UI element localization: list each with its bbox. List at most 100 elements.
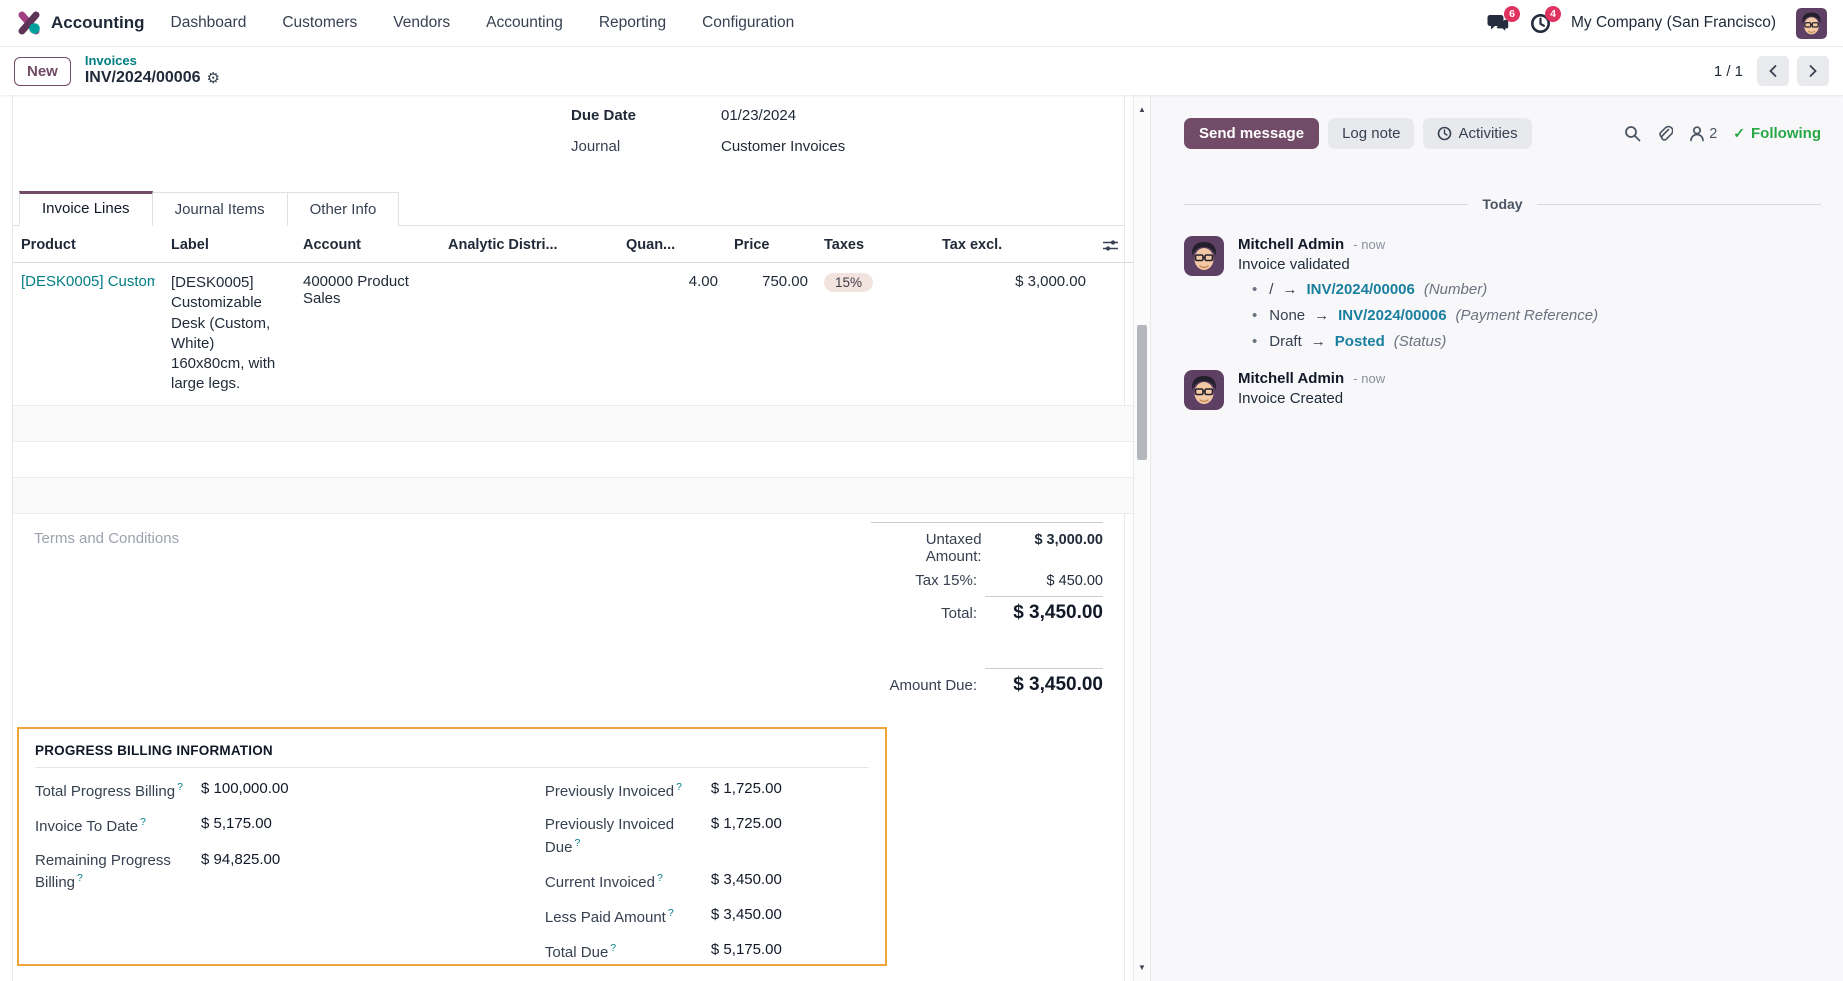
date-divider: Today (1184, 196, 1821, 212)
scrollbar-thumb[interactable] (1137, 325, 1147, 460)
tax-value: $ 450.00 (1046, 573, 1103, 589)
author-avatar[interactable] (1184, 370, 1224, 410)
help-icon[interactable]: ? (667, 907, 674, 919)
product-link[interactable]: [DESK0005] Customiza (21, 273, 155, 290)
arrow-right-icon: → (1314, 307, 1330, 324)
less-paid-amount-label: Less Paid Amount? (544, 907, 674, 926)
pager-counter: 1 / 1 (1713, 62, 1743, 80)
vertical-scrollbar[interactable]: ▲ ▼ (1133, 95, 1151, 981)
field-name: (Number) (1423, 281, 1488, 298)
help-icon[interactable]: ? (676, 781, 682, 793)
help-icon[interactable]: ? (140, 816, 146, 829)
app-switcher[interactable]: Accounting (16, 10, 145, 36)
chatter-toolbar: Send message Log note Activities (1184, 118, 1821, 149)
cell-spacer (1094, 262, 1134, 406)
help-icon[interactable]: ? (177, 781, 183, 793)
menu-customers[interactable]: Customers (282, 14, 358, 31)
col-header-subtotal[interactable]: Tax excl. (934, 228, 1094, 263)
person-icon (1689, 125, 1705, 142)
amount-due-value: $ 3,450.00 (985, 668, 1103, 696)
col-header-taxes[interactable]: Taxes (816, 228, 934, 263)
menu-configuration[interactable]: Configuration (702, 14, 795, 31)
due-date-value[interactable]: 01/23/2024 (721, 107, 797, 124)
optional-columns-button[interactable] (1094, 228, 1134, 263)
tracking-changes: / → INV/2024/00006 (Number) None → INV/2… (1238, 281, 1821, 350)
less-paid-amount-row: Less Paid Amount? $ 3,450.00 (545, 906, 869, 928)
user-avatar[interactable] (1796, 7, 1827, 39)
new-value-link: INV/2024/00006 (1338, 307, 1447, 324)
cell-label[interactable]: [DESK0005] Customizable Desk (Custom, Wh… (163, 262, 295, 406)
menu-accounting[interactable]: Accounting (486, 14, 563, 31)
help-icon[interactable]: ? (610, 942, 617, 955)
help-icon[interactable]: ? (656, 871, 663, 884)
tab-other-info[interactable]: Other Info (287, 192, 400, 226)
scroll-up-icon[interactable]: ▲ (1138, 105, 1146, 114)
help-icon[interactable]: ? (574, 836, 581, 849)
col-header-analytic[interactable]: Analytic Distri... (440, 228, 618, 263)
search-messages-button[interactable] (1624, 125, 1641, 142)
old-value: Draft (1269, 333, 1302, 350)
help-icon[interactable]: ? (77, 871, 83, 884)
tax-label: Tax 15%: (915, 572, 977, 589)
activities-menu-button[interactable]: 4 (1530, 5, 1561, 34)
col-header-quantity[interactable]: Quan... (618, 228, 726, 263)
remaining-progress-billing-row: Remaining Progress Billing? $ 94,825.00 (35, 851, 461, 894)
previously-invoiced-due-label: Previously Invoiced Due? (544, 816, 675, 856)
progress-billing-title: PROGRESS BILLING INFORMATION (35, 743, 869, 768)
cell-price[interactable]: 750.00 (726, 262, 816, 406)
message-time: - now (1353, 371, 1386, 386)
new-value-link: INV/2024/00006 (1306, 281, 1415, 298)
total-progress-billing-label: Total Progress Billing? (35, 781, 183, 800)
col-header-price[interactable]: Price (726, 228, 816, 263)
previously-invoiced-due-row: Previously Invoiced Due? $ 1,725.00 (545, 815, 869, 858)
control-panel: New Invoices INV/2024/00006 ⚙ 1 / 1 (0, 47, 1843, 95)
cell-taxes[interactable]: 15% (816, 262, 934, 406)
invoice-to-date-row: Invoice To Date? $ 5,175.00 (35, 815, 461, 837)
previously-invoiced-value: $ 1,725.00 (710, 780, 782, 797)
menu-dashboard[interactable]: Dashboard (170, 14, 247, 31)
followers-button[interactable]: 2 (1689, 125, 1717, 142)
log-note-button[interactable]: Log note (1328, 118, 1415, 149)
invoice-line-row[interactable]: [DESK0005] Customiza [DESK0005] Customiz… (13, 262, 1134, 406)
menu-vendors[interactable]: Vendors (393, 14, 451, 31)
total-label: Total: (941, 605, 977, 622)
tab-journal-items[interactable]: Journal Items (152, 192, 288, 226)
col-header-product[interactable]: Product (13, 228, 163, 263)
terms-and-conditions-placeholder[interactable]: Terms and Conditions (34, 530, 180, 547)
cell-analytic[interactable] (440, 262, 618, 406)
new-button[interactable]: New (14, 56, 71, 86)
author-avatar[interactable] (1184, 236, 1224, 276)
previously-invoiced-label: Previously Invoiced? (544, 781, 682, 800)
activities-button[interactable]: Activities (1423, 118, 1532, 149)
journal-value[interactable]: Customer Invoices (721, 138, 846, 155)
tab-invoice-lines[interactable]: Invoice Lines (19, 191, 153, 226)
col-header-label[interactable]: Label (163, 228, 295, 263)
menu-reporting[interactable]: Reporting (598, 14, 667, 31)
col-header-account[interactable]: Account (295, 228, 440, 263)
send-message-button[interactable]: Send message (1184, 118, 1320, 149)
attach-files-button[interactable] (1657, 125, 1674, 143)
breadcrumb-invoices-link[interactable]: Invoices (84, 53, 137, 69)
invoice-header-fields: Due Date 01/23/2024 Journal Customer Inv… (571, 107, 845, 169)
cell-quantity[interactable]: 4.00 (618, 262, 726, 406)
following-toggle[interactable]: ✓ Following (1733, 125, 1821, 142)
pager-next-button[interactable] (1797, 56, 1829, 86)
activities-count-badge: 4 (1544, 5, 1561, 22)
clock-small-icon (1437, 126, 1452, 141)
clock-icon (1530, 13, 1551, 34)
journal-field: Journal Customer Invoices (571, 138, 845, 155)
total-due-value: $ 5,175.00 (710, 941, 782, 959)
pager-previous-button[interactable] (1757, 56, 1789, 86)
scroll-down-icon[interactable]: ▼ (1138, 963, 1146, 972)
action-gear-icon[interactable]: ⚙ (206, 69, 220, 87)
message-author: Mitchell Admin (1238, 370, 1345, 387)
tax-row: Tax 15%: $ 450.00 (871, 572, 1103, 589)
untaxed-amount-label: Untaxed Amount: (925, 531, 982, 565)
company-selector[interactable]: My Company (San Francisco) (1570, 14, 1776, 31)
cell-product[interactable]: [DESK0005] Customiza (13, 262, 163, 406)
messages-menu-button[interactable]: 6 (1487, 5, 1520, 34)
invoice-to-date-label: Invoice To Date? (35, 816, 146, 836)
arrow-right-icon: → (1282, 281, 1298, 298)
cell-account[interactable]: 400000 Product Sales (295, 262, 440, 406)
activities-button-label: Activities (1458, 125, 1518, 142)
